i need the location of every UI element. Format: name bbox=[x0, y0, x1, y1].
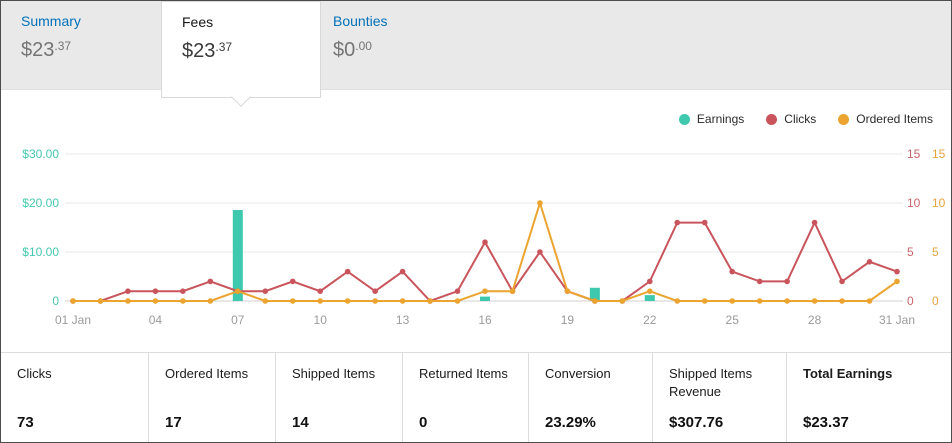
svg-text:10: 10 bbox=[907, 196, 921, 210]
stat-total-earnings: Total Earnings $23.37 bbox=[803, 366, 893, 431]
svg-text:01 Jan: 01 Jan bbox=[55, 313, 91, 327]
legend-item-clicks[interactable]: Clicks bbox=[766, 112, 816, 126]
svg-text:5: 5 bbox=[907, 245, 914, 259]
legend-earnings-label: Earnings bbox=[696, 112, 745, 126]
earnings-series-dot-icon bbox=[678, 113, 690, 125]
legend-item-ordered-items[interactable]: Ordered Items bbox=[838, 112, 933, 126]
svg-text:16: 16 bbox=[478, 313, 492, 327]
svg-text:28: 28 bbox=[808, 313, 822, 327]
legend-clicks-label: Clicks bbox=[784, 112, 817, 126]
svg-text:0: 0 bbox=[932, 294, 939, 308]
svg-text:04: 04 bbox=[149, 313, 163, 327]
earnings-chart-section: Earnings Clicks Ordered Items $30.00 $20.… bbox=[1, 90, 951, 352]
ordered-items-series-dot-icon bbox=[838, 113, 850, 125]
stat-returned-items: Returned Items 0 bbox=[403, 353, 529, 442]
svg-text:0: 0 bbox=[52, 294, 59, 308]
clicks-series-dot-icon bbox=[766, 113, 778, 125]
svg-text:25: 25 bbox=[726, 313, 740, 327]
svg-text:0: 0 bbox=[907, 294, 914, 308]
tab-fees-amount: $23.37 bbox=[182, 40, 233, 62]
stat-conversion: Conversion 23.29% bbox=[529, 353, 653, 442]
combo-chart-canvas: $30.00 $20.00 $10.00 0 15 10 5 0 15 10 5 0 01 Jan 04 0… bbox=[22, 147, 946, 327]
tab-fees[interactable]: Fees $23.37 bbox=[161, 1, 321, 98]
svg-text:07: 07 bbox=[231, 313, 245, 327]
stat-ordered-items: Ordered Items 17 bbox=[149, 353, 276, 442]
earnings-tabs-bar: Summary $23.37 Fees $23.37 Bounties $0.0… bbox=[1, 1, 951, 98]
summary-stats-table: Clicks 73 Ordered Items 17 Shipped Items… bbox=[1, 352, 951, 442]
tab-summary[interactable]: Summary $23.37 bbox=[21, 13, 81, 62]
legend-item-earnings[interactable]: Earnings bbox=[678, 112, 745, 126]
tab-bounties[interactable]: Bounties $0.00 bbox=[333, 13, 387, 62]
svg-text:$30.00: $30.00 bbox=[22, 147, 59, 161]
svg-text:10: 10 bbox=[314, 313, 328, 327]
chart-legend: Earnings Clicks Ordered Items bbox=[678, 112, 933, 126]
stat-shipped-items: Shipped Items 14 bbox=[276, 353, 403, 442]
svg-text:31 Jan: 31 Jan bbox=[879, 313, 915, 327]
svg-text:$10.00: $10.00 bbox=[22, 245, 59, 259]
svg-text:10: 10 bbox=[932, 196, 946, 210]
svg-text:22: 22 bbox=[643, 313, 657, 327]
svg-text:$20.00: $20.00 bbox=[22, 196, 59, 210]
svg-text:13: 13 bbox=[396, 313, 410, 327]
tab-summary-label[interactable]: Summary bbox=[21, 13, 81, 29]
tab-bounties-label[interactable]: Bounties bbox=[333, 13, 388, 29]
svg-text:5: 5 bbox=[932, 245, 939, 259]
svg-text:19: 19 bbox=[561, 313, 575, 327]
svg-text:15: 15 bbox=[907, 147, 921, 161]
legend-ordered-items-label: Ordered Items bbox=[856, 112, 933, 126]
svg-text:15: 15 bbox=[932, 147, 946, 161]
tab-fees-label[interactable]: Fees bbox=[182, 14, 214, 30]
stat-clicks: Clicks 73 bbox=[1, 353, 149, 442]
tab-bounties-amount: $0.00 bbox=[333, 39, 372, 61]
tab-summary-amount: $23.37 bbox=[21, 39, 72, 61]
stat-shipped-items-revenue: Shipped Items Revenue $307.76 bbox=[653, 353, 787, 442]
